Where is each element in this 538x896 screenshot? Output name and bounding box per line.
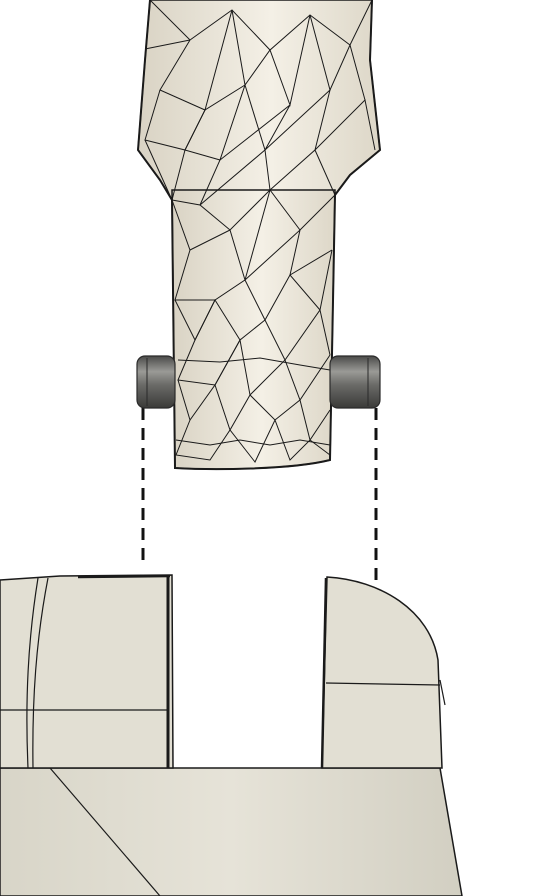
base-diagonal-edge bbox=[49, 767, 161, 896]
base-body bbox=[0, 767, 463, 896]
base-left-ear bbox=[0, 574, 174, 769]
explode-lines bbox=[141, 408, 378, 584]
hinge-pin[interactable] bbox=[136, 355, 381, 409]
mesh-arm-upper bbox=[137, 0, 381, 201]
base-right-ear bbox=[321, 576, 443, 769]
pin-right-end bbox=[329, 355, 381, 409]
mesh-arm[interactable] bbox=[136, 0, 382, 471]
mesh-triangulation bbox=[139, 0, 376, 463]
solid-base-clevis[interactable] bbox=[0, 574, 463, 896]
pin-left-end bbox=[136, 355, 176, 409]
